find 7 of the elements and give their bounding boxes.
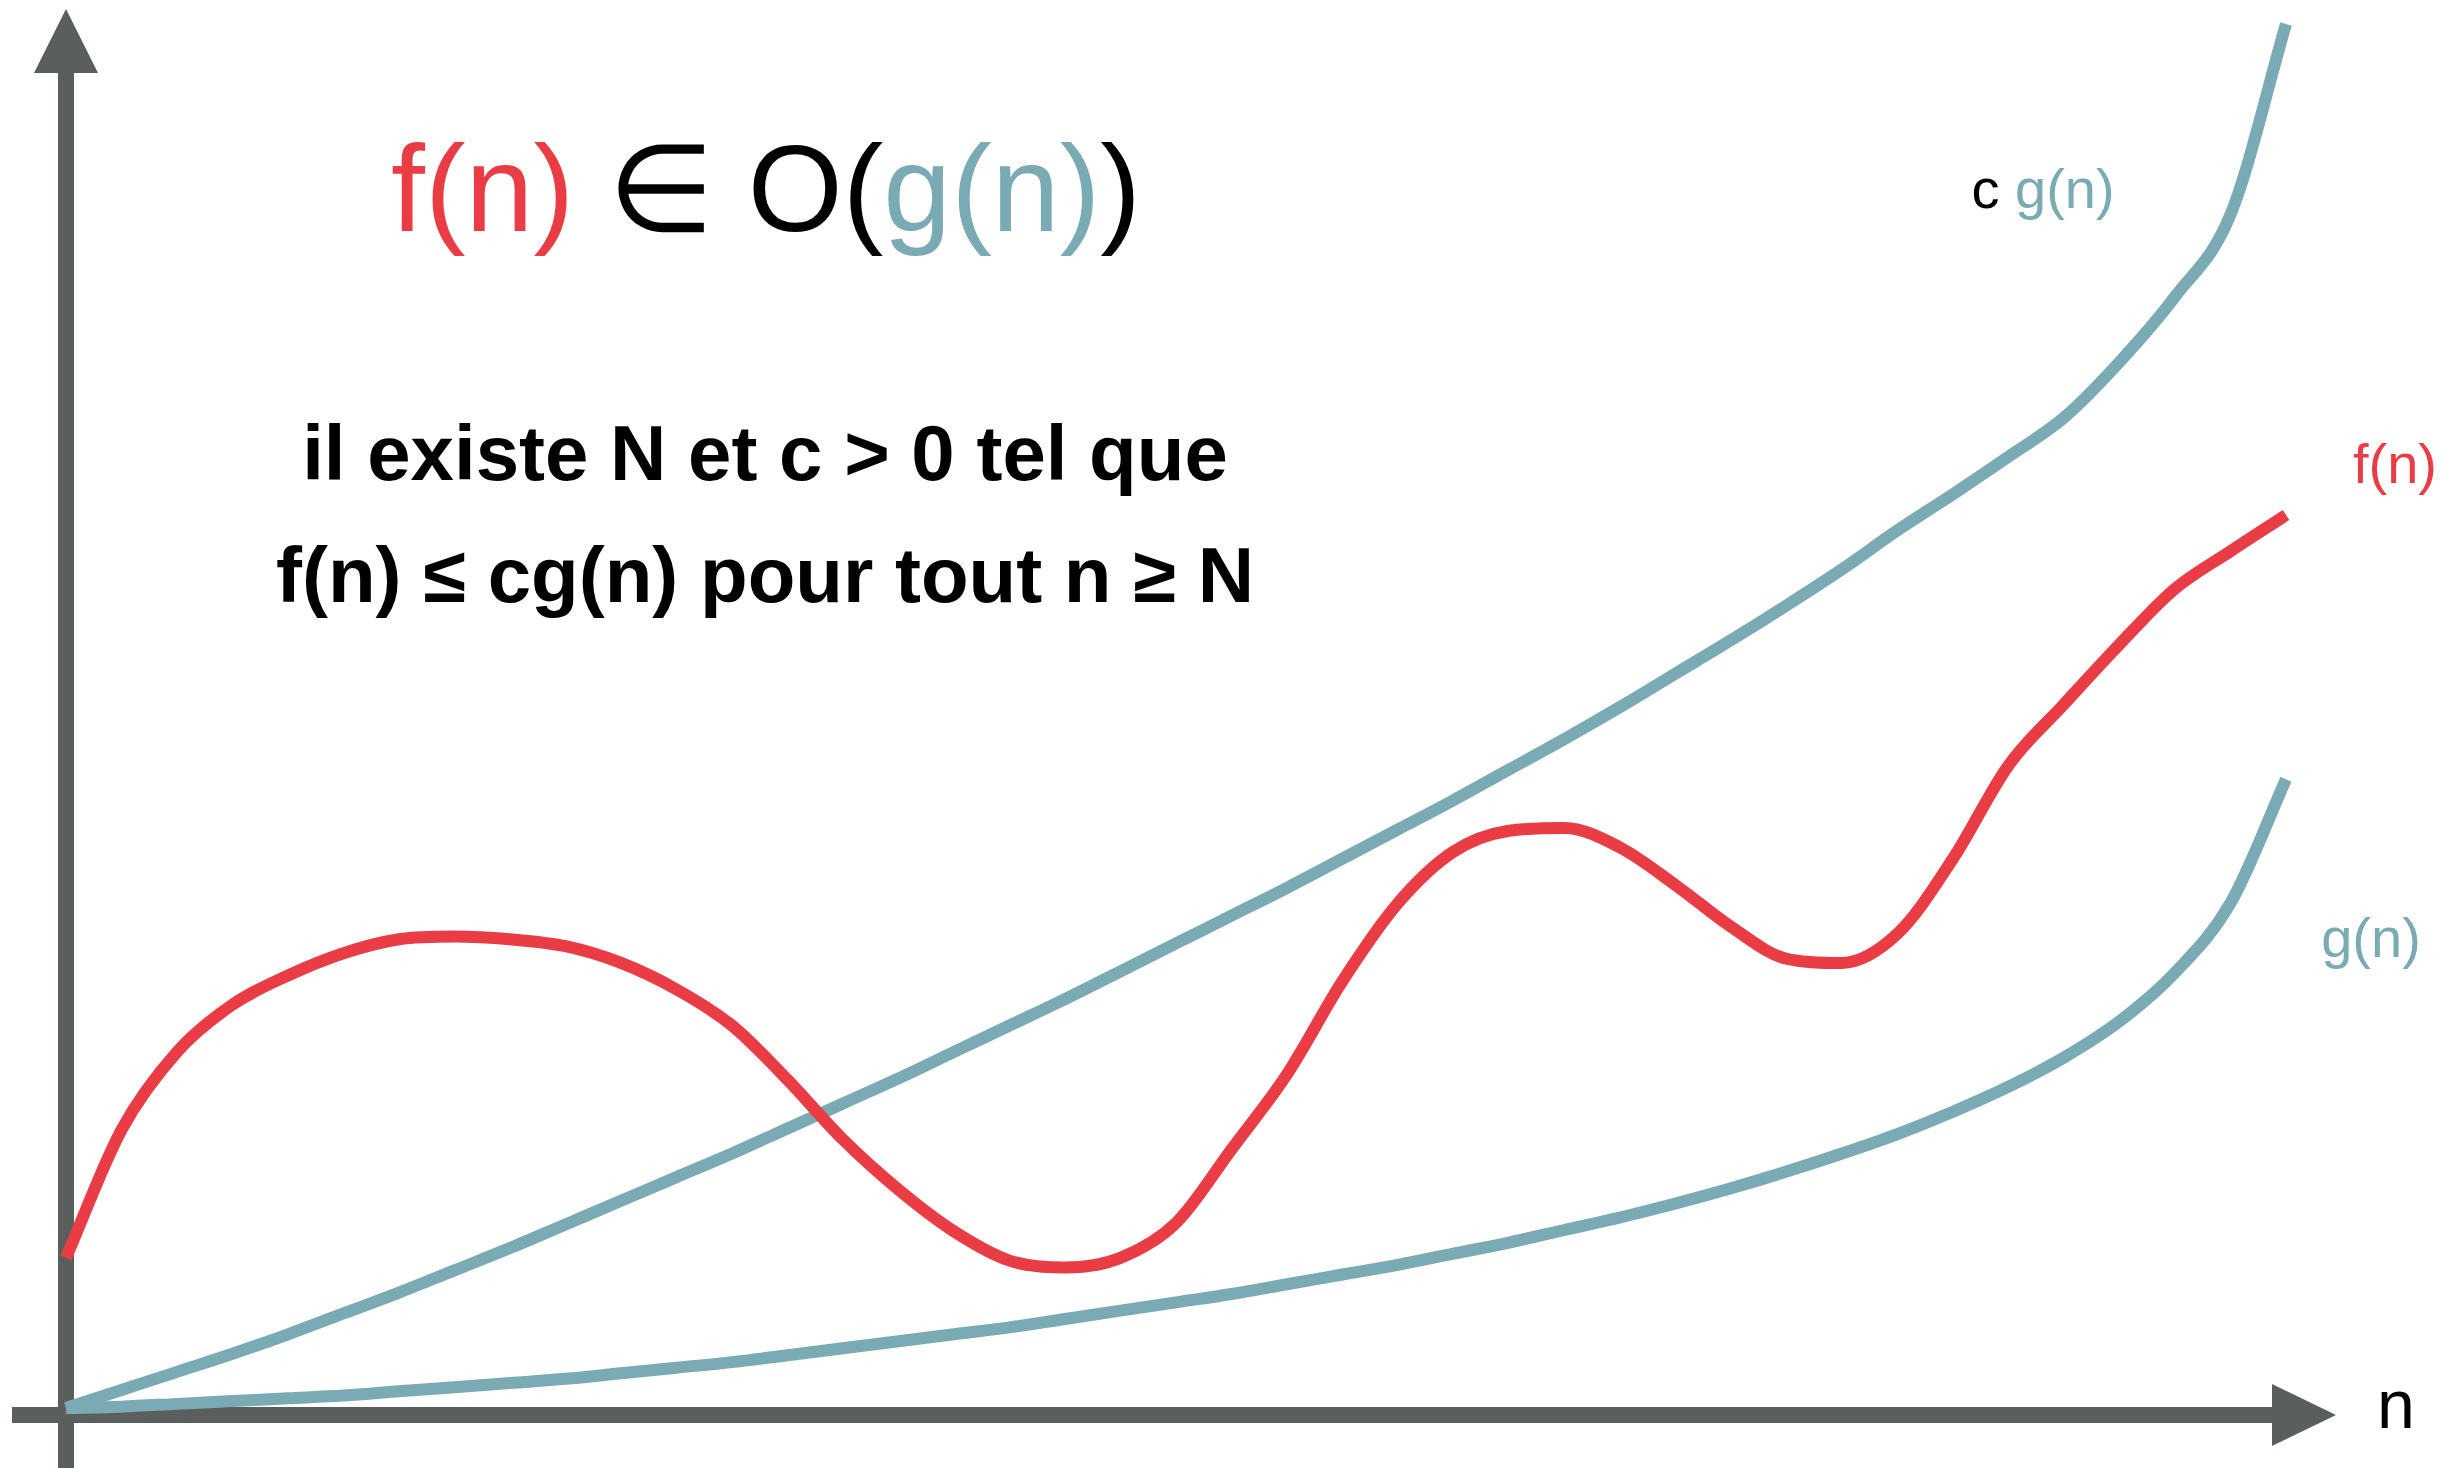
- series-label: g(n): [2321, 906, 2421, 969]
- x-axis-title: n: [2377, 1365, 2415, 1444]
- series-label: f(n): [2353, 432, 2437, 495]
- text: f(n) ∈ O(g(n)): [391, 121, 1141, 257]
- series-label: c g(n): [1971, 157, 2115, 220]
- annotation: il existe N et c > 0 tel que: [302, 409, 1228, 497]
- annotation: f(n) ≤ cg(n) pour tout n ≥ N: [275, 531, 1254, 619]
